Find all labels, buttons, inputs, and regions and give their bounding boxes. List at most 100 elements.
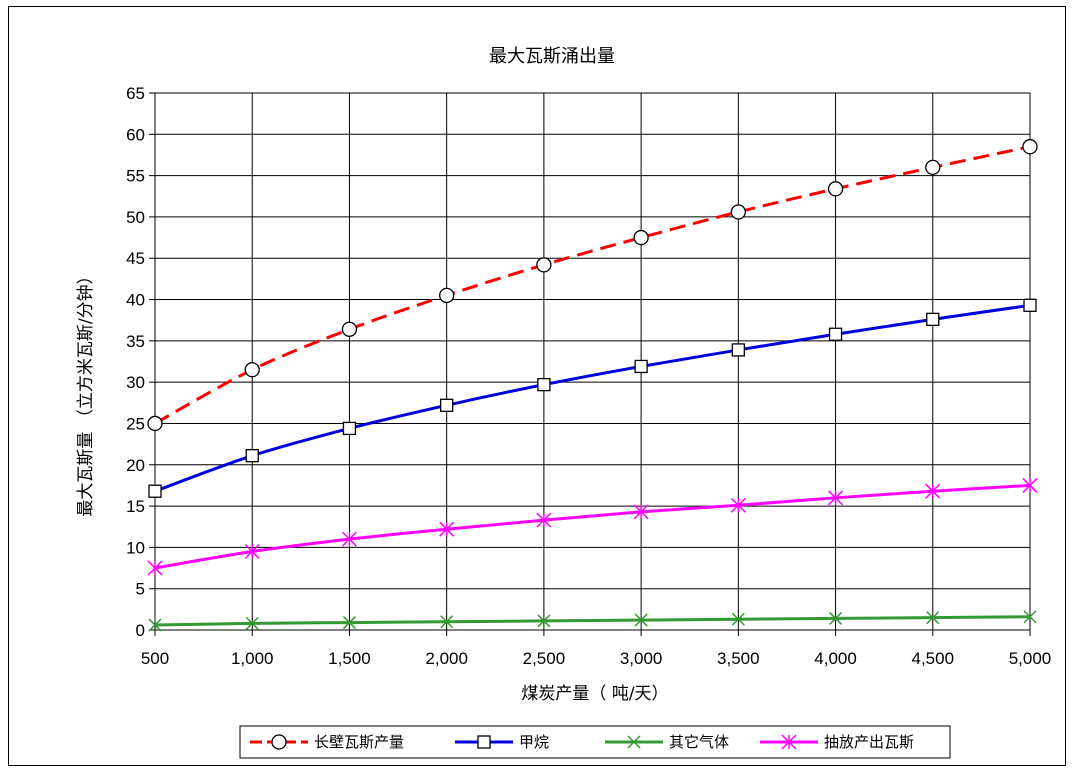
data-point-circle — [633, 229, 649, 246]
x-tick-label: 4,000 — [814, 649, 857, 668]
data-point-x — [627, 735, 641, 749]
data-point-star — [439, 521, 455, 537]
data-point-star — [147, 560, 163, 576]
data-point-circle — [244, 362, 260, 378]
data-point-x — [148, 618, 162, 632]
chart-title: 最大瓦斯涌出量 — [489, 46, 615, 67]
data-point-circle — [439, 287, 455, 304]
data-point-x — [926, 611, 940, 625]
y-tick-label: 10 — [126, 538, 145, 557]
legend: 长壁瓦斯产量 甲烷 其它气体 抽放产出瓦斯 — [239, 725, 951, 759]
data-point-star — [341, 531, 357, 547]
data-point-x-stroke — [148, 618, 162, 632]
series-2 — [148, 610, 1037, 632]
y-tick-label: 30 — [126, 373, 145, 392]
data-point-square — [477, 735, 491, 749]
data-point-square — [926, 312, 940, 327]
chart-frame — [8, 6, 1066, 766]
data-point-star — [536, 512, 552, 528]
y-tick-label: 50 — [126, 208, 145, 227]
data-point-star — [781, 734, 797, 750]
series-line — [154, 483, 1031, 570]
data-point-circle — [341, 321, 358, 337]
series-line — [154, 615, 1031, 627]
series-1 — [148, 298, 1037, 498]
data-point-circle — [827, 181, 844, 197]
data-point-square — [245, 449, 259, 463]
data-point-star — [244, 543, 260, 560]
data-point-square — [634, 359, 648, 374]
series-layer — [147, 139, 1038, 632]
data-point-circle — [147, 415, 163, 432]
y-tick-label: 0 — [136, 621, 145, 640]
data-point-x — [537, 614, 551, 628]
data-point-circle — [271, 734, 287, 750]
x-tick-label: 4,500 — [912, 649, 955, 668]
plot-area — [154, 92, 1031, 631]
data-point-square — [1023, 298, 1037, 312]
data-point-circle — [536, 257, 552, 273]
y-tick-label: 45 — [126, 249, 145, 268]
data-point-x-stroke — [537, 614, 551, 628]
data-point-circle — [1022, 139, 1038, 155]
data-point-circle — [925, 159, 941, 176]
x-axis-ticks: 500 1,000 1,500 2,000 2,500 3,000 3,500 4,000 4,… — [141, 649, 1051, 668]
data-point-x-stroke — [634, 613, 648, 627]
data-point-circle — [730, 204, 746, 220]
data-point-x-stroke — [829, 611, 843, 625]
x-tick-label: 1,500 — [328, 649, 371, 668]
series-line — [154, 145, 1031, 425]
legend-label: 其它气体 — [669, 733, 729, 751]
series-0 — [147, 139, 1038, 432]
legend-item-2: 其它气体 — [605, 733, 729, 751]
data-point-star — [730, 497, 746, 513]
x-tick-label: 1,000 — [231, 649, 274, 668]
y-tick-label: 15 — [126, 497, 145, 516]
x-tick-label: 3,500 — [717, 649, 760, 668]
data-point-x-stroke — [926, 611, 940, 625]
y-tick-label: 65 — [126, 84, 145, 103]
data-point-x — [440, 615, 454, 629]
legend-label: 甲烷 — [519, 733, 549, 751]
y-tick-label: 55 — [126, 167, 145, 186]
data-point-x — [1023, 610, 1037, 624]
legend-item-0: 长壁瓦斯产量 — [250, 733, 404, 751]
y-tick-label: 20 — [126, 456, 145, 475]
data-point-x — [634, 613, 648, 627]
data-point-star — [633, 504, 649, 520]
data-point-star — [1022, 477, 1038, 493]
data-point-x — [342, 616, 356, 630]
data-point-x-stroke — [1023, 610, 1037, 624]
data-point-x — [731, 612, 745, 626]
data-point-x-stroke — [731, 612, 745, 626]
y-axis-ticks: 0 5 10 15 20 25 30 35 40 45 50 55 60 65 — [126, 84, 145, 640]
y-tick-label: 60 — [126, 125, 145, 144]
legend-item-1: 甲烷 — [455, 733, 549, 751]
legend-label: 长壁瓦斯产量 — [314, 733, 404, 751]
y-tick-label: 35 — [126, 332, 145, 351]
legend-label: 抽放产出瓦斯 — [824, 733, 914, 751]
grid — [149, 92, 1031, 636]
x-tick-label: 3,000 — [620, 649, 663, 668]
data-point-square — [342, 421, 357, 436]
x-tick-label: 2,000 — [425, 649, 468, 668]
x-tick-label: 500 — [141, 649, 169, 668]
data-point-star — [828, 490, 844, 506]
y-tick-label: 40 — [126, 291, 145, 310]
data-point-square — [828, 327, 843, 341]
series-line — [154, 303, 1031, 493]
data-point-square — [440, 398, 454, 412]
x-tick-label: 5,000 — [1009, 649, 1052, 668]
data-point-square — [537, 377, 551, 392]
y-tick-label: 5 — [136, 580, 145, 599]
data-point-x-stroke — [342, 616, 356, 630]
data-point-star — [925, 483, 941, 499]
y-axis-label: 最大瓦斯量 （立方米瓦斯/分钟） — [76, 267, 96, 516]
legend-item-3: 抽放产出瓦斯 — [760, 733, 914, 751]
series-3 — [147, 477, 1038, 576]
data-point-x — [245, 616, 259, 630]
data-point-square — [731, 343, 745, 357]
x-axis-label: 煤炭产量（ 吨/天） — [521, 684, 668, 704]
data-point-x-stroke — [245, 616, 259, 630]
